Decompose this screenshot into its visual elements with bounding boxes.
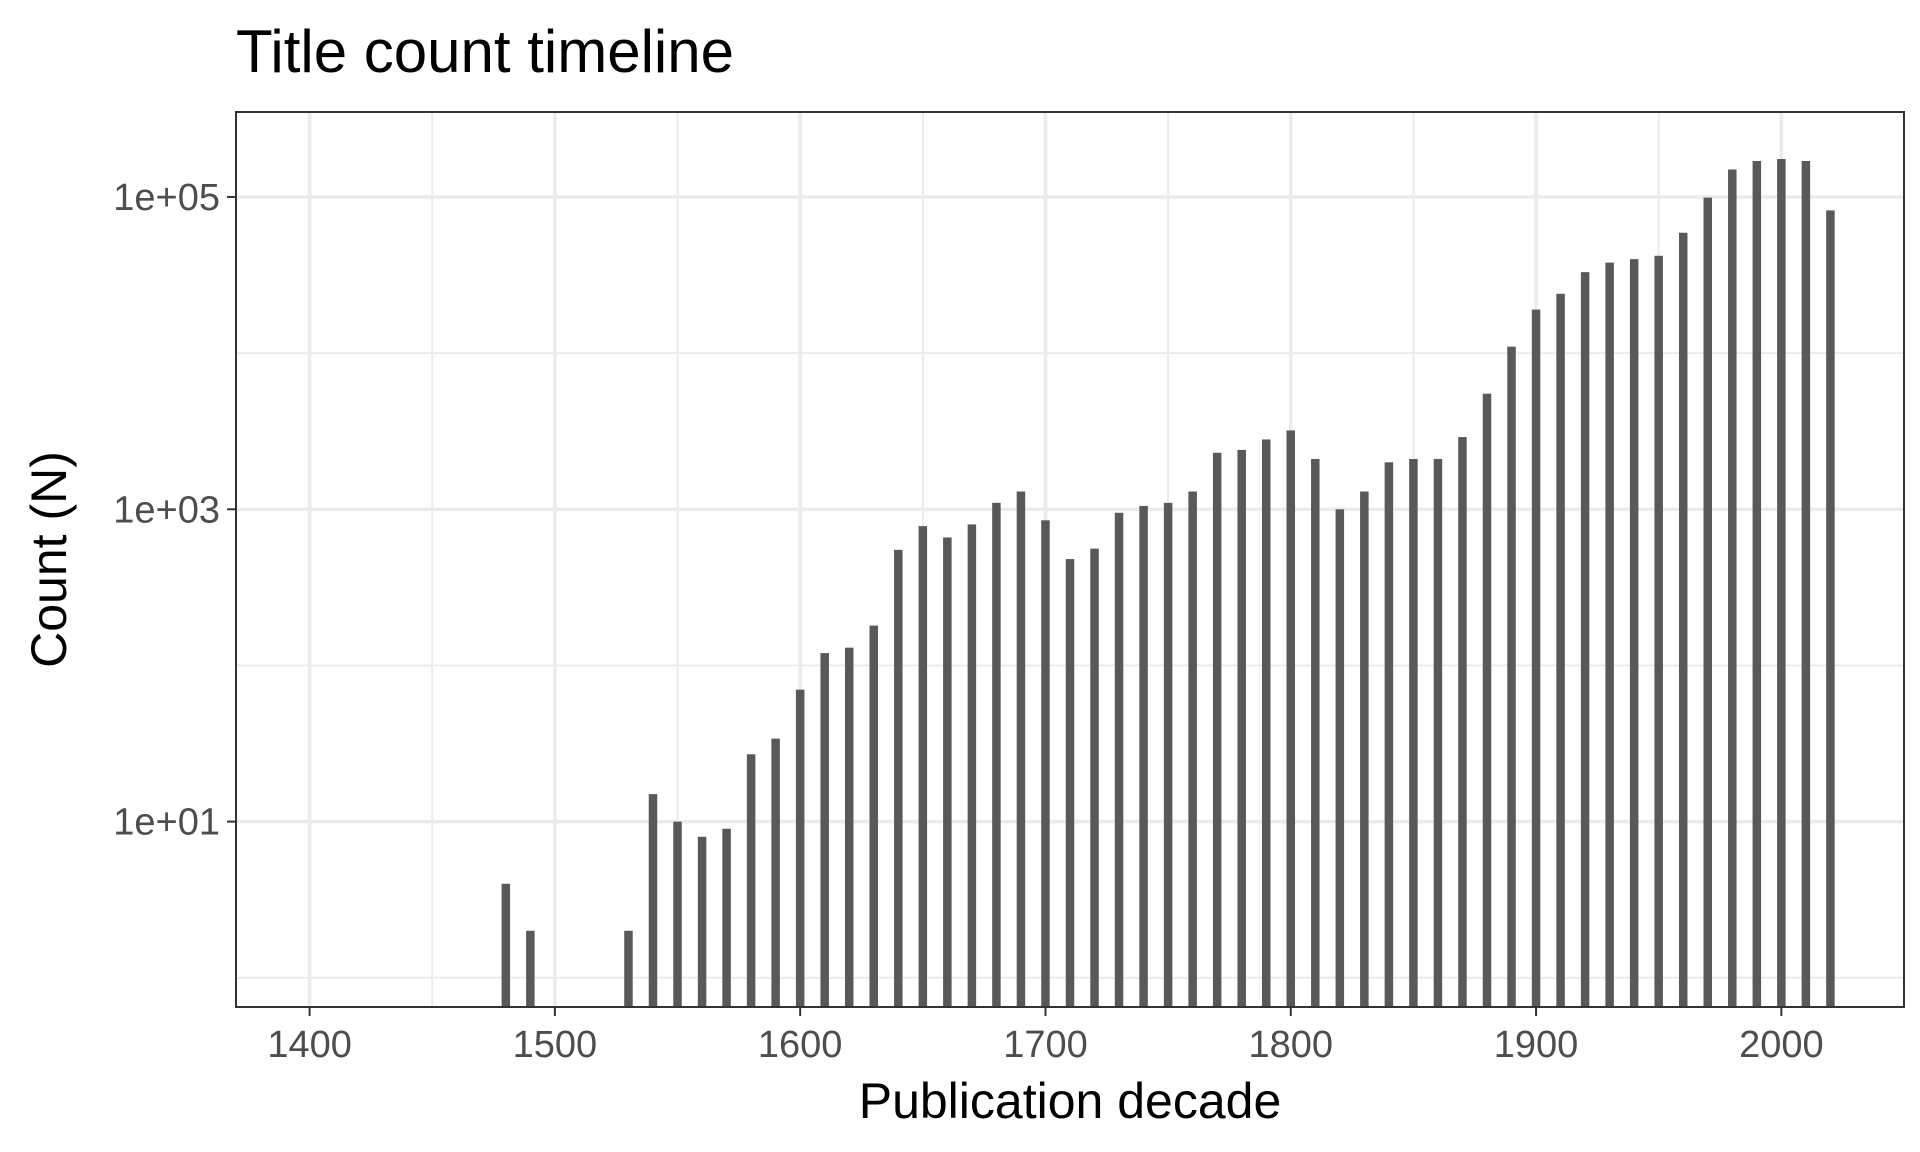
bar-1800 [1286, 430, 1296, 1007]
bar-1660 [943, 537, 952, 1007]
bar-1720 [1090, 548, 1099, 1007]
bar-1780 [1237, 449, 1246, 1007]
bar-1930 [1605, 262, 1614, 1007]
bar-1640 [894, 549, 903, 1007]
x-tick-label: 1800 [1248, 1024, 1333, 1066]
bar-1490 [526, 930, 535, 1007]
x-tick-label: 2000 [1739, 1024, 1824, 1066]
x-tick-label: 1700 [1003, 1024, 1088, 1066]
bar-1740 [1139, 505, 1148, 1007]
bar-1560 [697, 836, 707, 1007]
bar-1630 [869, 625, 879, 1007]
bar-1850 [1409, 458, 1418, 1007]
bar-2010 [1801, 160, 1811, 1007]
bar-1900 [1531, 309, 1541, 1007]
bar-1820 [1335, 509, 1345, 1007]
bar-1680 [992, 502, 1001, 1007]
x-tick-label: 1900 [1494, 1024, 1579, 1066]
bar-1980 [1728, 169, 1737, 1007]
bar-1830 [1360, 491, 1369, 1007]
y-tick-label: 1e+01 [113, 802, 220, 844]
bar-1870 [1458, 437, 1467, 1007]
bar-1860 [1433, 458, 1443, 1007]
bar-1650 [918, 526, 928, 1007]
x-axis-title: Publication decade [859, 1073, 1282, 1129]
bar-1970 [1703, 197, 1713, 1008]
x-tick-label: 1600 [758, 1024, 843, 1066]
y-tick-label: 1e+03 [113, 489, 220, 531]
axis-ticks: 1400 1500 1600 1700 1800 1900 2000 1e+01 1e+03 1e… [113, 177, 1823, 1066]
bar-2020 [1826, 210, 1835, 1008]
plot-panel-border [235, 111, 1905, 1008]
y-axis-title: Count (N) [21, 451, 77, 668]
bar-1610 [820, 653, 829, 1007]
y-tick-label: 1e+05 [113, 177, 220, 219]
bar-1550 [673, 821, 682, 1007]
bar-1700 [1041, 520, 1050, 1007]
bar-1570 [722, 828, 731, 1007]
bar-1540 [648, 794, 658, 1007]
bar-1880 [1482, 393, 1492, 1007]
bar-1910 [1556, 293, 1565, 1007]
bar-1890 [1507, 346, 1516, 1007]
bar-1730 [1114, 512, 1124, 1007]
bar-1590 [771, 738, 780, 1007]
bar-1840 [1384, 462, 1394, 1008]
bar-1600 [795, 689, 805, 1007]
bar-1690 [1016, 491, 1026, 1007]
bar-1950 [1654, 255, 1663, 1008]
bar-1960 [1678, 232, 1688, 1007]
bar-1920 [1580, 272, 1590, 1007]
bar-1670 [967, 524, 977, 1007]
bar-1710 [1065, 559, 1075, 1007]
x-tick-label: 1500 [513, 1024, 598, 1066]
bar-1810 [1311, 458, 1320, 1007]
bar-1750 [1163, 502, 1173, 1007]
bar-1580 [746, 754, 756, 1007]
bar-1620 [844, 647, 854, 1007]
bar-1480 [501, 883, 511, 1007]
bar-1790 [1261, 439, 1271, 1007]
bar-2000 [1777, 159, 1786, 1008]
bar-1940 [1629, 259, 1639, 1007]
bar-1990 [1752, 160, 1762, 1007]
bar-1770 [1212, 452, 1222, 1007]
bar-1530 [624, 930, 633, 1007]
chart-title: Title count timeline [236, 18, 734, 85]
bar-1760 [1188, 491, 1197, 1007]
bars [501, 159, 1835, 1008]
x-tick-label: 1400 [267, 1024, 352, 1066]
